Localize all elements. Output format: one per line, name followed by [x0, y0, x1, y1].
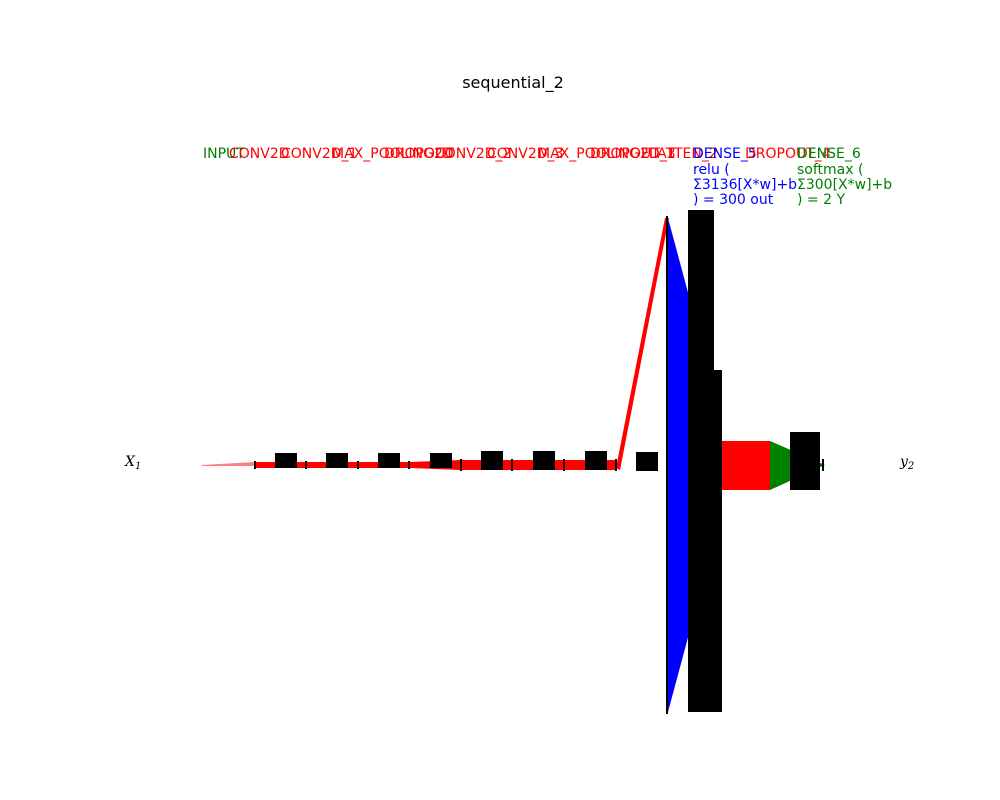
dropout-4-neuron-marks — [698, 370, 722, 712]
conv2d-2-neuron-marks — [481, 451, 503, 470]
input-connection — [202, 462, 255, 466]
layer-label-conv2d-3: CONV2D_3 — [487, 146, 563, 162]
layer-label-flatten-2: FLATTEN_2 — [641, 146, 718, 162]
conv2d-3-neuron-marks — [533, 451, 555, 470]
dense-5-output: ) = 300 out — [693, 192, 774, 208]
layer-labels: INPUT CONV2D CONV2D_1 MAX_POOLING2D DROP… — [203, 146, 892, 208]
conv2d-neuron-marks — [275, 453, 297, 468]
diagram-title: sequential_2 — [462, 73, 564, 93]
max-pooling2d-1-neuron-marks — [585, 451, 607, 470]
dense-5-formula: Σ3136[X*w]+b — [693, 177, 797, 193]
layer-label-dropout-3: DROPOUT_3 — [590, 146, 676, 162]
conv2d-1-neuron-marks — [326, 453, 348, 468]
dense-6-formula: Σ300[X*w]+b — [797, 177, 892, 193]
dropout-neuron-marks — [430, 453, 452, 468]
output-subscript: 2 — [907, 461, 914, 472]
layer-label-dropout: DROPOUT — [384, 146, 454, 162]
dense-6-output: ) = 2 Y — [797, 192, 845, 208]
layer-label-max-pooling2d: MAX_POOLING2D — [332, 146, 454, 162]
flatten-connection — [616, 218, 669, 470]
dense-5-activation: relu ( — [693, 162, 730, 178]
layer-label-conv2d-2: CONV2D_2 — [435, 146, 511, 162]
layer-label-dense-5: DENSE_5 — [693, 146, 757, 162]
flatten-neuron-marks — [636, 452, 658, 471]
layer-label-max-pooling2d-1: MAX_POOLING2D_1 — [538, 146, 676, 162]
dense-6-activation: softmax ( — [797, 162, 863, 178]
neuron-marks — [275, 210, 820, 712]
input-subscript: 1 — [135, 461, 141, 472]
dropout-4-connection — [720, 441, 770, 490]
input-label: X1 — [124, 454, 141, 472]
layer-label-conv2d: CONV2D — [229, 146, 290, 162]
connections — [202, 218, 825, 712]
max-pooling2d-neuron-marks — [378, 453, 400, 468]
layer-label-dropout-4: DROPOUT_4 — [745, 146, 831, 162]
dense-5-connection — [668, 218, 690, 712]
output-label: y2 — [899, 454, 914, 472]
dense-6-neuron-marks — [790, 432, 820, 490]
layer-label-conv2d-1: CONV2D_1 — [281, 146, 357, 162]
layer-label-input: INPUT — [203, 146, 245, 162]
layer-label-dense-6: DENSE_6 — [797, 146, 861, 162]
layer-bars — [254, 216, 824, 714]
